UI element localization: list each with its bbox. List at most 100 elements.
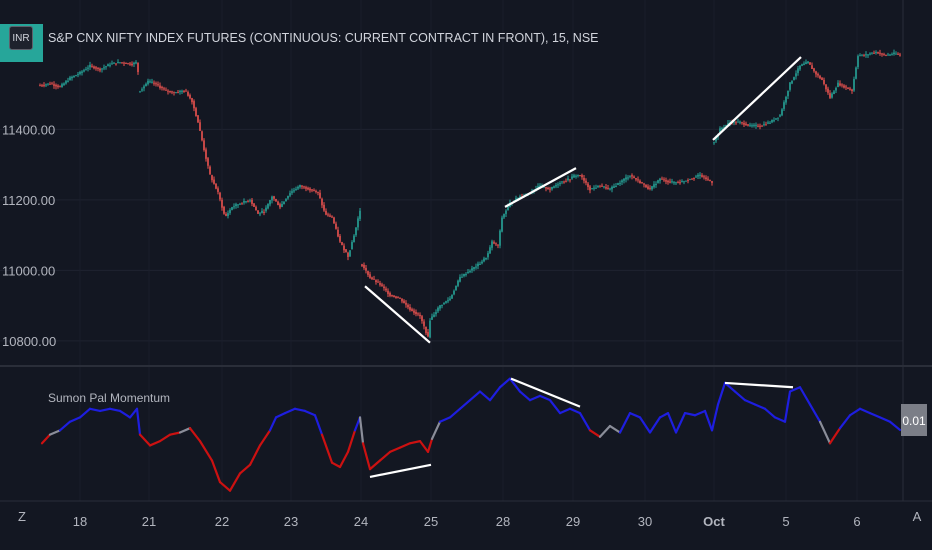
candle-body bbox=[819, 75, 821, 79]
momentum-segment bbox=[330, 461, 342, 469]
candle-body bbox=[763, 124, 765, 126]
candle-body bbox=[785, 96, 787, 103]
candle-body bbox=[159, 85, 161, 88]
candle-body bbox=[371, 277, 373, 280]
candle-body bbox=[313, 190, 315, 192]
candle-body bbox=[585, 180, 587, 183]
candle-body bbox=[171, 91, 173, 93]
candle-body bbox=[715, 137, 717, 142]
candle-body bbox=[213, 179, 215, 184]
candle-body bbox=[613, 186, 615, 188]
candle-body bbox=[697, 174, 699, 177]
candle-body bbox=[315, 191, 317, 193]
candle-body bbox=[639, 180, 641, 184]
candle-body bbox=[147, 80, 149, 84]
momentum-segment bbox=[388, 446, 402, 453]
candle-body bbox=[61, 84, 63, 87]
candle-body bbox=[771, 119, 773, 123]
candle-body bbox=[65, 81, 67, 84]
candle-body bbox=[117, 61, 119, 64]
candle-body bbox=[837, 82, 839, 87]
time-tick-label: 28 bbox=[496, 514, 510, 529]
candle-body bbox=[625, 177, 627, 180]
candle-body bbox=[689, 179, 691, 181]
candle-body bbox=[769, 122, 771, 124]
candle-body bbox=[423, 321, 425, 327]
candle-body bbox=[219, 192, 221, 200]
currency-button[interactable]: INR bbox=[9, 26, 33, 50]
candle-body bbox=[389, 292, 391, 296]
candle-body bbox=[79, 71, 81, 74]
price-axis[interactable]: 11400.00 11200.00 11000.00 10800.00 bbox=[2, 122, 56, 349]
momentum-segment bbox=[398, 442, 412, 449]
candle-body bbox=[459, 277, 461, 282]
candle-body bbox=[883, 54, 885, 56]
candle-body bbox=[871, 52, 873, 54]
candle-body bbox=[129, 63, 131, 65]
candle-body bbox=[173, 91, 175, 93]
momentum-segment bbox=[368, 459, 382, 471]
candle-body bbox=[681, 181, 683, 183]
time-axis[interactable]: 18 21 22 23 24 25 28 29 30 Oct 5 6 bbox=[73, 514, 861, 529]
time-tick-label: 6 bbox=[853, 514, 860, 529]
candle-body bbox=[121, 62, 123, 64]
candle-body bbox=[463, 273, 465, 277]
momentum-segment bbox=[818, 420, 832, 445]
candle-body bbox=[195, 108, 197, 117]
candle-body bbox=[745, 123, 747, 126]
momentum-segment bbox=[361, 442, 372, 471]
momentum-segment bbox=[763, 407, 777, 419]
candle-body bbox=[649, 187, 651, 189]
price-tick-label: 11400.00 bbox=[2, 122, 55, 137]
candle-body bbox=[73, 75, 75, 78]
candle-body bbox=[49, 83, 51, 85]
candle-body bbox=[587, 183, 589, 188]
candle-body bbox=[71, 76, 73, 79]
price-tick-label: 11000.00 bbox=[2, 263, 55, 278]
candle-body bbox=[803, 63, 805, 65]
candle-body bbox=[215, 183, 217, 189]
grid-lines bbox=[0, 128, 903, 342]
candle-body bbox=[881, 53, 883, 55]
candle-body bbox=[361, 264, 363, 266]
candle-body bbox=[77, 74, 79, 76]
candle-body bbox=[653, 184, 655, 188]
candle-body bbox=[775, 118, 777, 120]
momentum-segment bbox=[68, 416, 82, 423]
candle-body bbox=[743, 122, 745, 125]
candle-body bbox=[291, 191, 293, 193]
time-tick-label: 18 bbox=[73, 514, 87, 529]
candle-body bbox=[245, 201, 247, 203]
candle-body bbox=[897, 53, 899, 55]
candle-body bbox=[721, 127, 723, 130]
candle-body bbox=[305, 187, 307, 189]
momentum-segment bbox=[588, 429, 602, 438]
momentum-segment bbox=[118, 409, 132, 419]
candle-body bbox=[187, 92, 189, 96]
candle-body bbox=[403, 300, 405, 304]
candle-body bbox=[593, 187, 595, 189]
candle-body bbox=[201, 131, 203, 141]
candle-body bbox=[589, 186, 591, 191]
candle-body bbox=[665, 180, 667, 182]
momentum-segment bbox=[753, 403, 767, 410]
candle-body bbox=[877, 52, 879, 54]
corner-a-label[interactable]: A bbox=[913, 509, 922, 524]
candle-body bbox=[205, 149, 207, 159]
candle-body bbox=[223, 206, 225, 214]
candle-body bbox=[453, 290, 455, 295]
momentum-segment bbox=[198, 440, 214, 462]
candle-body bbox=[59, 86, 61, 88]
candle-body bbox=[113, 62, 115, 64]
candle-body bbox=[495, 243, 497, 245]
momentum-segment bbox=[418, 440, 430, 453]
momentum-segment bbox=[268, 416, 278, 432]
candle-body bbox=[493, 242, 495, 244]
corner-z-label[interactable]: Z bbox=[18, 509, 26, 524]
momentum-segment bbox=[358, 416, 365, 445]
time-tick-label: 29 bbox=[566, 514, 580, 529]
candle-body bbox=[633, 176, 635, 179]
candle-body bbox=[395, 296, 397, 298]
candle-body bbox=[183, 91, 185, 93]
